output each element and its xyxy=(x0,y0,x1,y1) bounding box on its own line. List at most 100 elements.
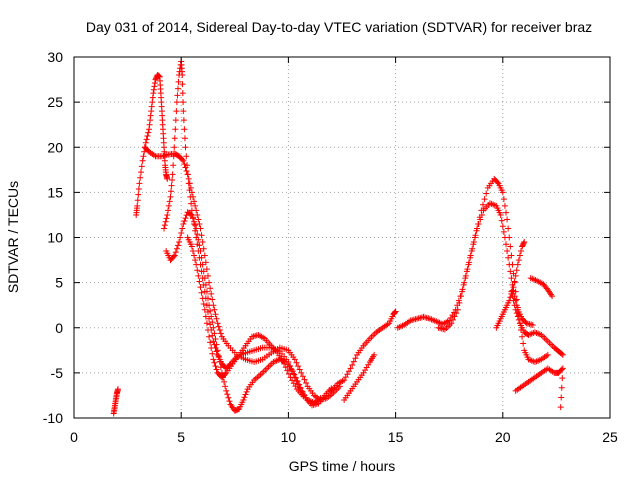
data-point xyxy=(507,243,514,250)
data-point xyxy=(146,121,153,128)
data-point xyxy=(291,356,298,363)
data-point xyxy=(206,279,213,286)
series-arc-a xyxy=(133,72,171,218)
data-point xyxy=(209,296,216,303)
data-point xyxy=(171,135,178,142)
data-point xyxy=(371,351,378,358)
data-point xyxy=(456,299,463,306)
data-point xyxy=(188,243,195,250)
x-tick-label: 5 xyxy=(177,429,185,445)
data-point xyxy=(503,241,510,248)
data-point xyxy=(499,223,506,230)
data-points xyxy=(110,58,566,417)
data-point xyxy=(200,301,207,308)
data-point xyxy=(176,239,183,246)
series-arc-early xyxy=(110,386,121,417)
y-tick-label: 30 xyxy=(47,49,63,65)
data-point xyxy=(205,272,211,279)
data-point xyxy=(193,225,200,232)
data-point xyxy=(185,180,192,187)
data-point xyxy=(202,259,209,266)
data-point xyxy=(510,297,517,304)
data-point xyxy=(500,196,507,203)
data-point xyxy=(197,248,204,255)
data-point xyxy=(558,384,565,391)
data-point xyxy=(201,306,208,313)
data-point xyxy=(243,388,250,395)
data-point xyxy=(223,387,230,394)
data-point xyxy=(173,99,180,106)
data-point xyxy=(173,108,180,115)
data-point xyxy=(209,350,216,357)
data-point xyxy=(505,254,512,261)
y-tick-label: 25 xyxy=(47,94,63,110)
data-point xyxy=(225,394,232,401)
data-point xyxy=(498,217,505,224)
data-point xyxy=(207,339,214,346)
data-point xyxy=(166,198,173,205)
data-point xyxy=(181,135,188,142)
data-point xyxy=(147,117,154,124)
data-point xyxy=(506,261,513,268)
data-point xyxy=(201,275,208,282)
data-point xyxy=(195,216,202,223)
data-point xyxy=(483,190,490,197)
data-point xyxy=(284,367,291,374)
data-point xyxy=(171,252,178,259)
data-point xyxy=(529,322,536,329)
data-point xyxy=(179,90,186,97)
data-point xyxy=(168,188,175,195)
x-tick-label: 0 xyxy=(70,429,78,445)
data-point xyxy=(216,358,223,365)
data-point xyxy=(180,108,187,115)
data-point xyxy=(199,261,206,268)
data-point xyxy=(164,175,171,182)
data-point xyxy=(178,229,185,236)
x-tick-label: 10 xyxy=(281,429,297,445)
data-point xyxy=(203,266,210,273)
data-point xyxy=(188,200,195,207)
data-point xyxy=(179,72,186,79)
data-point xyxy=(472,232,479,239)
data-point xyxy=(203,320,210,327)
data-point xyxy=(518,248,525,255)
data-point xyxy=(508,275,515,282)
data-point xyxy=(150,86,157,93)
data-point xyxy=(216,327,223,334)
data-point xyxy=(217,330,224,337)
data-point xyxy=(214,320,221,327)
data-point xyxy=(453,310,460,317)
data-point xyxy=(559,365,566,372)
data-point xyxy=(224,391,231,398)
data-point xyxy=(449,316,456,323)
data-point xyxy=(135,191,142,198)
data-point xyxy=(148,103,155,110)
data-point xyxy=(138,163,145,170)
data-point xyxy=(203,288,210,295)
y-tick-label: 5 xyxy=(55,275,63,291)
data-point xyxy=(194,211,201,218)
data-point xyxy=(516,252,523,259)
series-arc-j xyxy=(493,239,528,331)
data-point xyxy=(208,345,215,352)
x-tick-label: 15 xyxy=(388,429,404,445)
y-tick-label: 20 xyxy=(47,139,63,155)
data-point xyxy=(200,268,207,275)
data-point xyxy=(292,374,299,381)
data-point xyxy=(508,252,515,259)
data-point xyxy=(143,136,150,143)
data-point xyxy=(514,261,521,268)
data-point xyxy=(461,279,468,286)
data-point xyxy=(165,202,172,209)
data-point xyxy=(172,126,179,133)
data-point xyxy=(494,179,501,186)
data-point xyxy=(188,211,195,218)
data-point xyxy=(217,364,224,371)
data-point xyxy=(196,220,203,227)
data-point xyxy=(209,319,216,326)
data-point xyxy=(165,207,172,214)
data-point xyxy=(189,248,196,255)
data-point xyxy=(451,313,458,320)
data-point xyxy=(558,394,565,401)
